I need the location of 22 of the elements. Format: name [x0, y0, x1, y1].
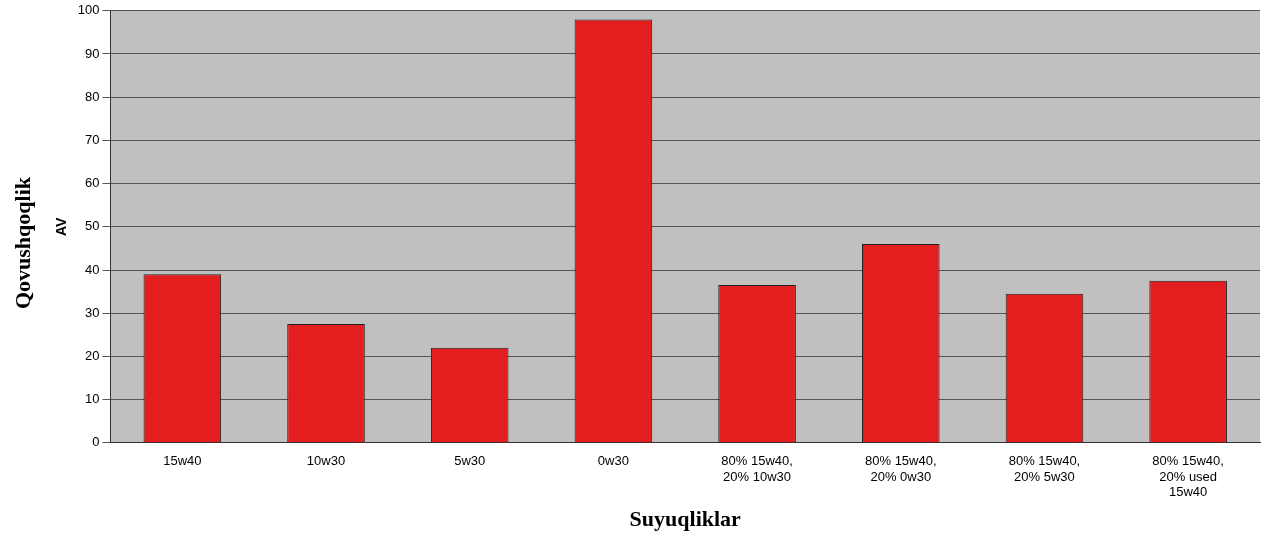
y-tick-label: 20: [85, 347, 100, 363]
y-tick-label: 80: [85, 88, 100, 104]
x-tick-label: 80% 15w40, 20% used 15w40: [1152, 453, 1224, 500]
x-tick-label: 0w30: [597, 453, 629, 469]
y-tick-label: 60: [85, 175, 100, 191]
text: Qovushqoqlik: [10, 175, 36, 312]
x-tick-label: 10w30: [306, 453, 346, 469]
y-tick-label: 70: [85, 131, 100, 147]
y-tick-label: 0: [92, 434, 100, 450]
y-tick-label: 100: [77, 2, 100, 18]
x-tick-label: 80% 15w40, 20% 5w30: [1008, 453, 1081, 484]
y-tick-label: 30: [85, 304, 100, 320]
x-tick-label: 15w40: [163, 453, 202, 469]
x-axis-title: Suyuqliklar: [629, 506, 742, 532]
y-tick-label: 50: [85, 218, 100, 234]
x-tick-label: 80% 15w40, 20% 0w30: [865, 453, 937, 484]
x-tick-label: 80% 15w40, 20% 10w30: [721, 453, 793, 484]
y-tick-label: 10: [85, 391, 100, 407]
x-tick-label: 5w30: [454, 453, 486, 469]
y-tick-label: 90: [85, 45, 100, 61]
y-tick-label: 40: [85, 261, 100, 277]
y-axis-title: AV: [53, 216, 70, 237]
